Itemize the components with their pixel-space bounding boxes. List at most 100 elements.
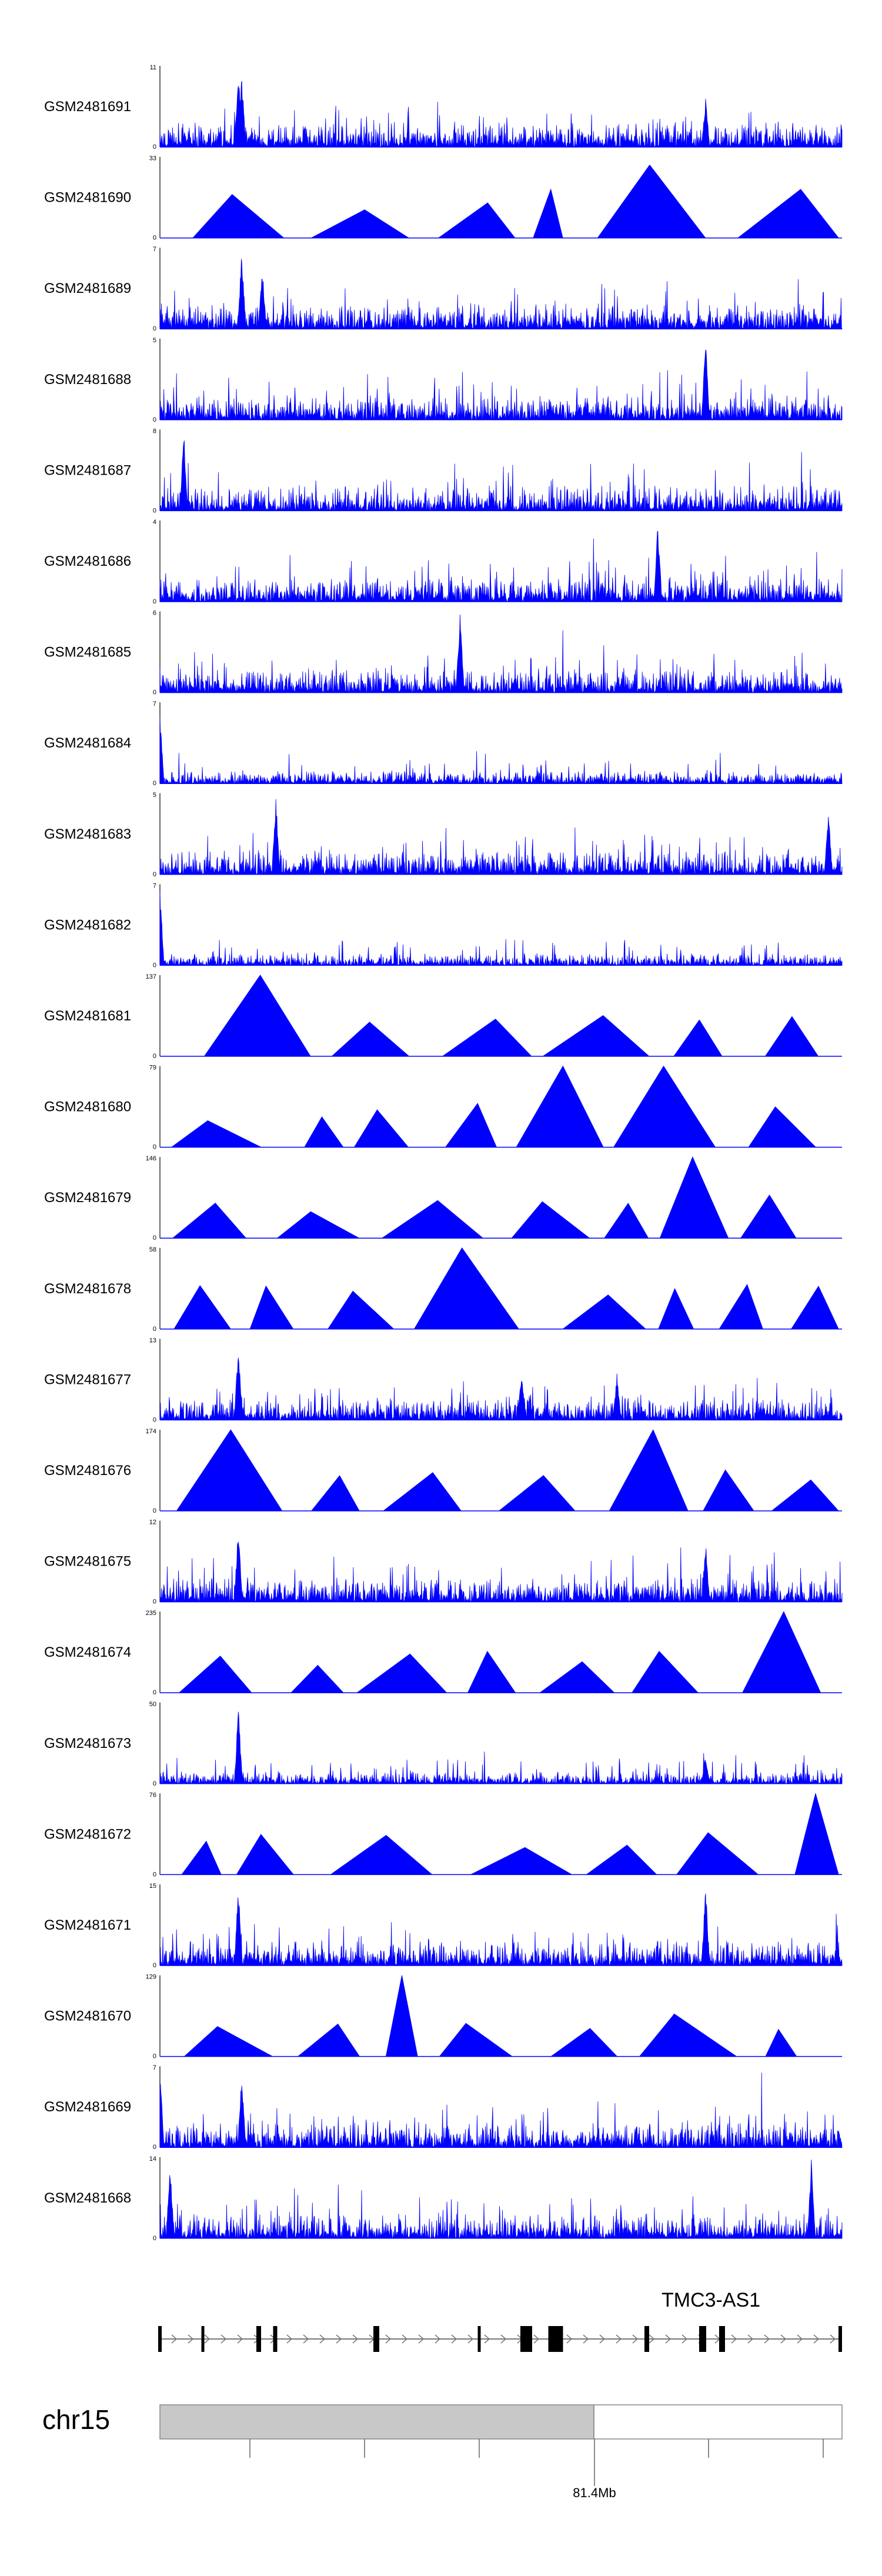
y-max-tick-label: 5 (153, 792, 156, 799)
strand-arrow (830, 2334, 836, 2344)
y-min-tick-label: 0 (153, 325, 156, 332)
coverage-area (159, 2160, 843, 2240)
y-min-tick-label: 0 (153, 2144, 156, 2151)
track-GSM2481691: GSM2481691 11 0 (44, 64, 843, 151)
gene-label: TMC3-AS1 (662, 2289, 760, 2311)
strand-arrow (171, 2334, 178, 2344)
coverage-area (160, 1247, 842, 1330)
strand-arrow (731, 2334, 737, 2344)
coverage-area (159, 2073, 843, 2148)
track-GSM2481677: GSM2481677 13 0 (44, 1337, 843, 1423)
track-GSM2481671: GSM2481671 15 0 (44, 1883, 843, 1969)
y-max-tick-label: 7 (153, 2064, 156, 2071)
track-label: GSM2481679 (44, 1190, 131, 1206)
track-label: GSM2481688 (44, 372, 131, 388)
coverage-area (159, 615, 843, 693)
track-GSM2481688: GSM2481688 5 0 (44, 337, 843, 423)
y-max-tick-label: 7 (153, 882, 156, 889)
exon (719, 2326, 725, 2352)
coverage-area (160, 1156, 842, 1239)
track-label: GSM2481675 (44, 1554, 131, 1570)
strand-arrow (764, 2334, 770, 2344)
y-max-tick-label: 4 (153, 519, 156, 526)
strand-arrow (500, 2334, 507, 2344)
y-min-tick-label: 0 (153, 1962, 156, 1969)
coverage-area (159, 349, 843, 421)
coverage-area (159, 717, 843, 785)
y-max-tick-label: 137 (146, 973, 156, 980)
y-max-tick-label: 7 (153, 700, 156, 708)
strand-arrow (402, 2334, 408, 2344)
track-GSM2481686: GSM2481686 4 0 (44, 519, 843, 605)
y-max-tick-label: 235 (146, 1610, 156, 1617)
track-label: GSM2481668 (44, 2190, 131, 2206)
track-GSM2481683: GSM2481683 5 0 (44, 792, 843, 878)
y-max-tick-label: 50 (149, 1701, 156, 1708)
y-max-tick-label: 6 (153, 610, 156, 617)
track-GSM2481687: GSM2481687 8 0 (44, 428, 843, 514)
exon (699, 2326, 706, 2352)
y-min-tick-label: 0 (153, 1507, 156, 1514)
track-label: GSM2481672 (44, 1826, 131, 1842)
coverage-area (160, 975, 842, 1057)
ideogram-track: chr15 81.4Mb (42, 2404, 843, 2500)
y-min-tick-label: 0 (153, 689, 156, 696)
track-GSM2481682: GSM2481682 7 0 (44, 882, 843, 969)
track-label: GSM2481684 (44, 735, 131, 751)
y-min-tick-label: 0 (153, 1871, 156, 1878)
strand-arrow (435, 2334, 441, 2344)
track-GSM2481685: GSM2481685 6 0 (44, 610, 843, 696)
y-min-tick-label: 0 (153, 871, 156, 878)
coverage-area (159, 530, 843, 603)
track-label: GSM2481676 (44, 1463, 131, 1479)
coverage-area (159, 441, 843, 512)
exon (256, 2326, 261, 2352)
track-GSM2481678: GSM2481678 58 0 (44, 1246, 842, 1333)
strand-arrow (747, 2334, 754, 2344)
coverage-tracks: GSM2481691110GSM2481690330GSM248168970GS… (44, 64, 843, 2242)
strand-arrow (780, 2334, 787, 2344)
strand-arrow (204, 2334, 211, 2344)
strand-arrow (599, 2334, 606, 2344)
y-max-tick-label: 76 (149, 1791, 156, 1798)
track-GSM2481668: GSM2481668 14 0 (44, 2155, 843, 2242)
track-GSM2481670: GSM2481670 129 0 (44, 1974, 842, 2060)
strand-arrow (681, 2334, 688, 2344)
coverage-area (160, 164, 842, 238)
track-GSM2481689: GSM2481689 7 0 (44, 246, 843, 332)
y-min-tick-label: 0 (153, 2053, 156, 2060)
y-max-tick-label: 12 (149, 1519, 156, 1526)
coverage-area (159, 81, 843, 148)
track-GSM2481690: GSM2481690 33 0 (44, 155, 842, 242)
track-GSM2481673: GSM2481673 50 0 (44, 1701, 843, 1787)
track-label: GSM2481680 (44, 1099, 131, 1115)
track-GSM2481669: GSM2481669 7 0 (44, 2064, 843, 2151)
exon (548, 2326, 563, 2352)
strand-arrow (451, 2334, 457, 2344)
y-min-tick-label: 0 (153, 1780, 156, 1787)
y-min-tick-label: 0 (153, 1144, 156, 1151)
exon (201, 2326, 205, 2352)
track-label: GSM2481686 (44, 553, 131, 569)
y-min-tick-label: 0 (153, 1416, 156, 1423)
exon (373, 2326, 379, 2352)
strand-arrow (188, 2334, 194, 2344)
track-label: GSM2481690 (44, 190, 131, 206)
track-GSM2481681: GSM2481681 137 0 (44, 973, 842, 1060)
track-GSM2481680: GSM2481680 79 0 (44, 1065, 842, 1151)
y-max-tick-label: 33 (149, 155, 156, 162)
y-min-tick-label: 0 (153, 507, 156, 514)
track-GSM2481676: GSM2481676 174 0 (44, 1428, 842, 1514)
exon (158, 2326, 162, 2352)
y-min-tick-label: 0 (153, 1599, 156, 1606)
coverage-area (159, 1357, 843, 1421)
gene-track: TMC3-AS1 (158, 2289, 842, 2352)
strand-arrow (566, 2334, 573, 2344)
y-max-tick-label: 146 (146, 1155, 156, 1162)
chromosome-label: chr15 (42, 2404, 110, 2435)
strand-arrow (385, 2334, 392, 2344)
strand-arrow (797, 2334, 803, 2344)
y-max-tick-label: 129 (146, 1974, 156, 1981)
strand-arrow (286, 2334, 293, 2344)
